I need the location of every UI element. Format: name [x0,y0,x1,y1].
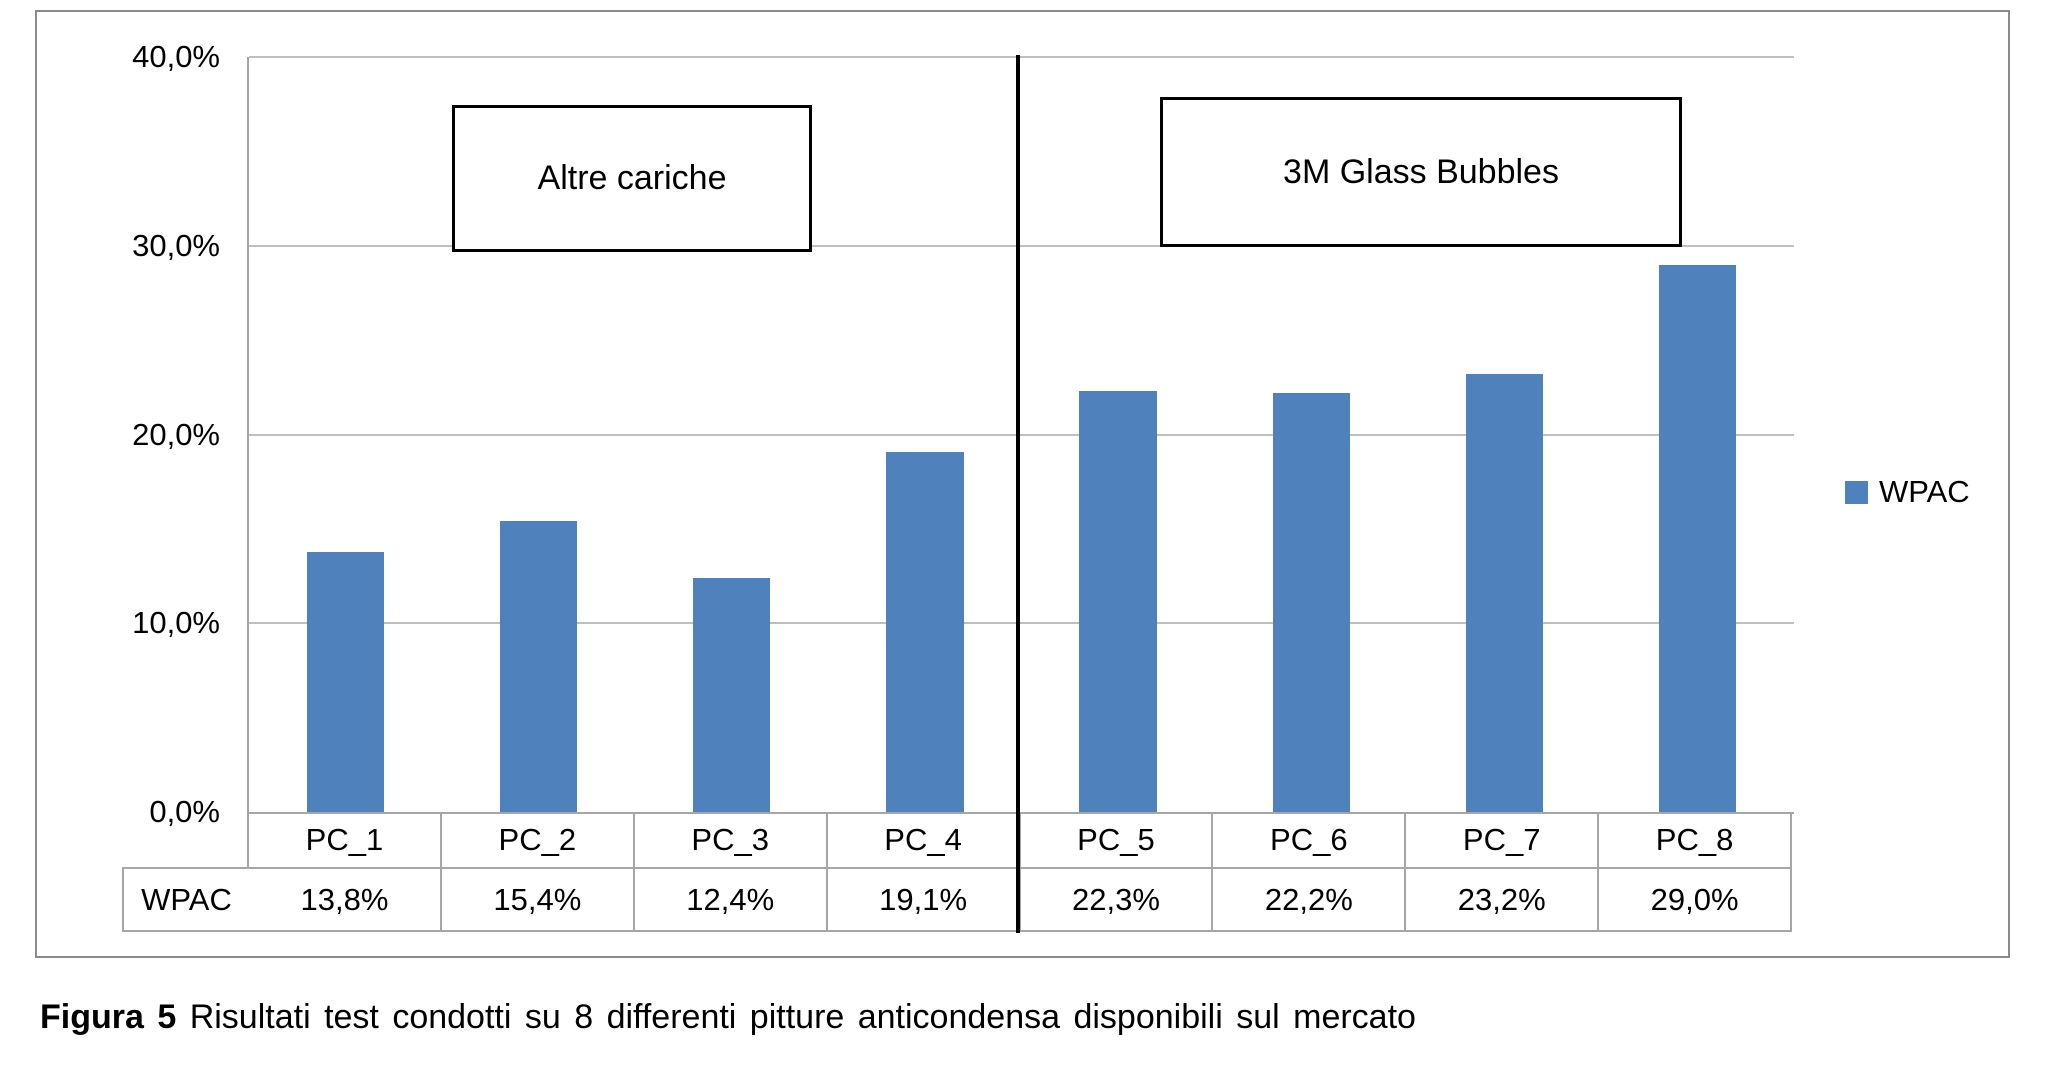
bar-cell [1408,57,1601,812]
category-cell: PC_2 [442,812,635,867]
bar-cell [442,57,635,812]
bar-cell [828,57,1021,812]
bar [1658,264,1737,812]
caption-prefix: Figura 5 [40,998,177,1036]
bar-cell [1215,57,1408,812]
bar-cell [1601,57,1794,812]
value-cell: 15,4% [441,867,635,930]
bar [306,551,385,812]
y-tick-label: 20,0% [132,416,220,452]
legend-swatch-icon [1845,480,1868,504]
gridline [249,433,1794,436]
y-tick-label: 10,0% [132,605,220,641]
value-cell: 23,2% [1406,867,1600,930]
value-cell: 22,3% [1020,867,1214,930]
gridline [249,244,1794,247]
value-row: 13,8% 15,4% 12,4% 19,1% 22,3% 22,2% 23,2% 29,0% [249,867,1790,930]
category-cell: PC_3 [635,812,828,867]
bar [500,521,578,812]
gridline [249,622,1794,625]
category-cell: PC_7 [1406,812,1600,867]
legend: WPAC [1845,474,1970,510]
bar [886,451,964,812]
value-cell: 29,0% [1599,867,1790,930]
group-divider-line [1016,55,1020,933]
annotation-box-3m-glass-bubbles: 3M Glass Bubbles [1160,97,1682,247]
y-tick-label: 40,0% [132,39,220,74]
bars [249,57,1794,812]
plot-area [247,56,1794,814]
category-cell: PC_6 [1213,812,1407,867]
value-cell: 12,4% [634,867,828,930]
legend-label: WPAC [1879,474,1970,509]
y-axis: 0,0% 10,0% 20,0% 30,0% 40,0% [37,39,232,829]
value-cell: 22,2% [1213,867,1407,930]
bar [693,577,771,812]
chart-frame: 0,0% 10,0% 20,0% 30,0% 40,0% Altre cariche 3… [35,10,2010,958]
annotation-box-altre-cariche: Altre cariche [452,105,812,252]
bar-cell [1022,57,1215,812]
value-cell: 19,1% [827,867,1021,930]
category-cell: PC_1 [249,812,442,867]
bar [1079,391,1157,812]
category-cell: PC_8 [1655,821,1734,857]
bar-cell [635,57,828,812]
bar [1272,392,1350,812]
y-tick-label: 30,0% [132,227,220,263]
category-cell: PC_5 [1021,812,1214,867]
value-cell: 13,8% [249,867,442,930]
bar-cell [249,57,442,812]
table-row-header: WPAC [122,867,249,932]
category-cell: PC_4 [828,812,1021,867]
figure-caption: Figura 5 Risultati test condotti su 8 di… [40,998,1940,1037]
bar [1465,374,1543,812]
annotation-label: 3M Glass Bubbles [1283,152,1559,191]
category-row: PC_1 PC_2 PC_3 PC_4 PC_5 PC_6 PC_7 PC_8 [249,812,1790,867]
y-tick-label: 0,0% [149,794,220,829]
annotation-label: Altre cariche [537,159,727,197]
caption-text: Risultati test condotti su 8 differenti … [189,998,1416,1036]
gridline [249,56,1794,58]
